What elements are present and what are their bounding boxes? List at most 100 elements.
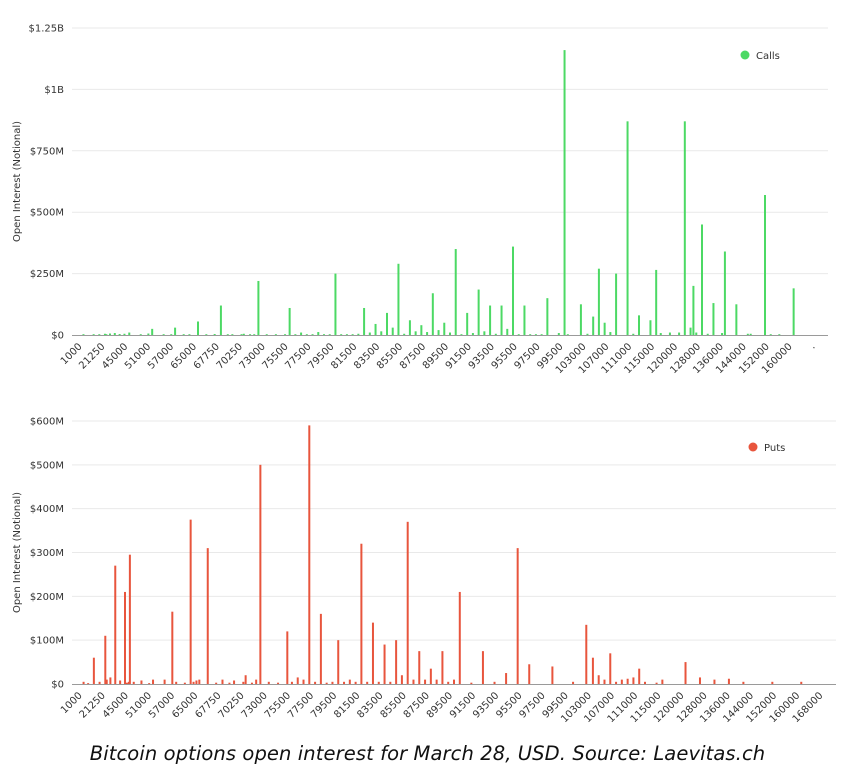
- calls-bar[interactable]: [380, 331, 383, 335]
- puts-bar[interactable]: [412, 679, 415, 684]
- calls-bar[interactable]: [659, 333, 662, 335]
- calls-bar[interactable]: [692, 285, 695, 335]
- calls-bar[interactable]: [649, 320, 652, 335]
- puts-bar[interactable]: [128, 554, 131, 684]
- calls-bar[interactable]: [294, 334, 297, 335]
- calls-bar[interactable]: [231, 334, 234, 335]
- puts-bar[interactable]: [259, 464, 262, 684]
- puts-bar[interactable]: [395, 640, 398, 684]
- puts-bar[interactable]: [343, 681, 346, 684]
- calls-bar[interactable]: [471, 333, 474, 335]
- calls-bar[interactable]: [253, 334, 256, 335]
- calls-bar[interactable]: [174, 327, 177, 335]
- calls-bar[interactable]: [118, 334, 121, 335]
- puts-bar[interactable]: [277, 682, 280, 684]
- puts-bar[interactable]: [528, 664, 531, 684]
- puts-bar[interactable]: [82, 681, 85, 684]
- calls-bar[interactable]: [792, 288, 795, 335]
- puts-bar[interactable]: [493, 681, 496, 684]
- puts-bar[interactable]: [655, 682, 658, 684]
- puts-bar[interactable]: [429, 668, 432, 684]
- puts-bar[interactable]: [406, 521, 409, 684]
- puts-bar[interactable]: [250, 682, 253, 684]
- puts-bar[interactable]: [325, 682, 328, 684]
- puts-bar[interactable]: [92, 657, 95, 684]
- puts-bar[interactable]: [192, 681, 195, 684]
- puts-bar[interactable]: [481, 651, 484, 685]
- puts-bar[interactable]: [572, 681, 575, 684]
- puts-bar[interactable]: [383, 644, 386, 684]
- calls-bar[interactable]: [494, 333, 497, 335]
- puts-bar[interactable]: [609, 653, 612, 684]
- calls-bar[interactable]: [683, 121, 686, 335]
- calls-bar[interactable]: [397, 263, 400, 335]
- puts-bar[interactable]: [319, 613, 322, 684]
- calls-bar[interactable]: [655, 269, 658, 335]
- calls-bar[interactable]: [668, 332, 671, 335]
- calls-bar[interactable]: [374, 323, 377, 335]
- puts-bar[interactable]: [661, 679, 664, 684]
- calls-bar[interactable]: [489, 305, 492, 335]
- calls-bar[interactable]: [749, 333, 752, 335]
- calls-bar[interactable]: [615, 273, 618, 335]
- calls-bar[interactable]: [345, 334, 348, 335]
- calls-bar[interactable]: [274, 334, 277, 335]
- calls-bar[interactable]: [437, 330, 440, 335]
- calls-bar[interactable]: [170, 334, 173, 335]
- puts-bar[interactable]: [727, 678, 730, 684]
- puts-bar[interactable]: [189, 519, 192, 685]
- puts-bar[interactable]: [591, 657, 594, 684]
- calls-bar[interactable]: [778, 334, 781, 335]
- calls-bar[interactable]: [305, 334, 308, 335]
- calls-bar[interactable]: [162, 334, 165, 335]
- calls-bar[interactable]: [317, 332, 320, 335]
- puts-bar[interactable]: [290, 681, 293, 684]
- calls-bar[interactable]: [638, 315, 640, 335]
- puts-bar[interactable]: [458, 591, 461, 684]
- calls-bar[interactable]: [240, 334, 243, 335]
- puts-bar[interactable]: [603, 679, 606, 684]
- calls-bar[interactable]: [82, 334, 85, 335]
- puts-bar[interactable]: [644, 681, 646, 684]
- calls-bar[interactable]: [477, 289, 480, 335]
- puts-bar[interactable]: [453, 679, 455, 684]
- puts-bar[interactable]: [626, 678, 629, 684]
- puts-bar[interactable]: [371, 622, 374, 684]
- puts-bar[interactable]: [286, 631, 289, 684]
- puts-bar[interactable]: [585, 624, 588, 684]
- calls-bar[interactable]: [586, 333, 589, 335]
- puts-bar[interactable]: [114, 565, 117, 684]
- puts-bar[interactable]: [713, 679, 716, 684]
- calls-bar[interactable]: [403, 333, 406, 335]
- calls-bar[interactable]: [706, 333, 709, 335]
- puts-bar[interactable]: [447, 681, 450, 684]
- legend-label[interactable]: Puts: [764, 443, 785, 454]
- calls-bar[interactable]: [98, 334, 101, 335]
- puts-bar[interactable]: [198, 679, 201, 684]
- puts-bar[interactable]: [505, 673, 508, 684]
- puts-bar[interactable]: [314, 681, 317, 684]
- puts-bar[interactable]: [366, 681, 369, 684]
- calls-bar[interactable]: [735, 304, 738, 335]
- calls-bar[interactable]: [205, 334, 208, 335]
- calls-bar[interactable]: [197, 321, 199, 335]
- puts-bar[interactable]: [377, 681, 380, 684]
- calls-bar[interactable]: [626, 121, 629, 335]
- calls-bar[interactable]: [546, 298, 549, 335]
- puts-bar[interactable]: [597, 675, 600, 684]
- puts-bar[interactable]: [302, 679, 305, 684]
- calls-bar[interactable]: [288, 307, 291, 335]
- calls-bar[interactable]: [213, 334, 216, 335]
- calls-bar[interactable]: [391, 327, 394, 335]
- calls-bar[interactable]: [597, 268, 600, 335]
- puts-bar[interactable]: [244, 675, 247, 684]
- calls-bar[interactable]: [284, 334, 287, 335]
- puts-bar[interactable]: [242, 681, 245, 684]
- puts-bar[interactable]: [109, 677, 112, 684]
- calls-bar[interactable]: [300, 332, 303, 335]
- calls-bar[interactable]: [723, 251, 726, 336]
- legend-marker[interactable]: [748, 442, 758, 452]
- calls-bar[interactable]: [242, 333, 245, 335]
- calls-bar[interactable]: [443, 322, 446, 335]
- calls-bar[interactable]: [265, 334, 268, 335]
